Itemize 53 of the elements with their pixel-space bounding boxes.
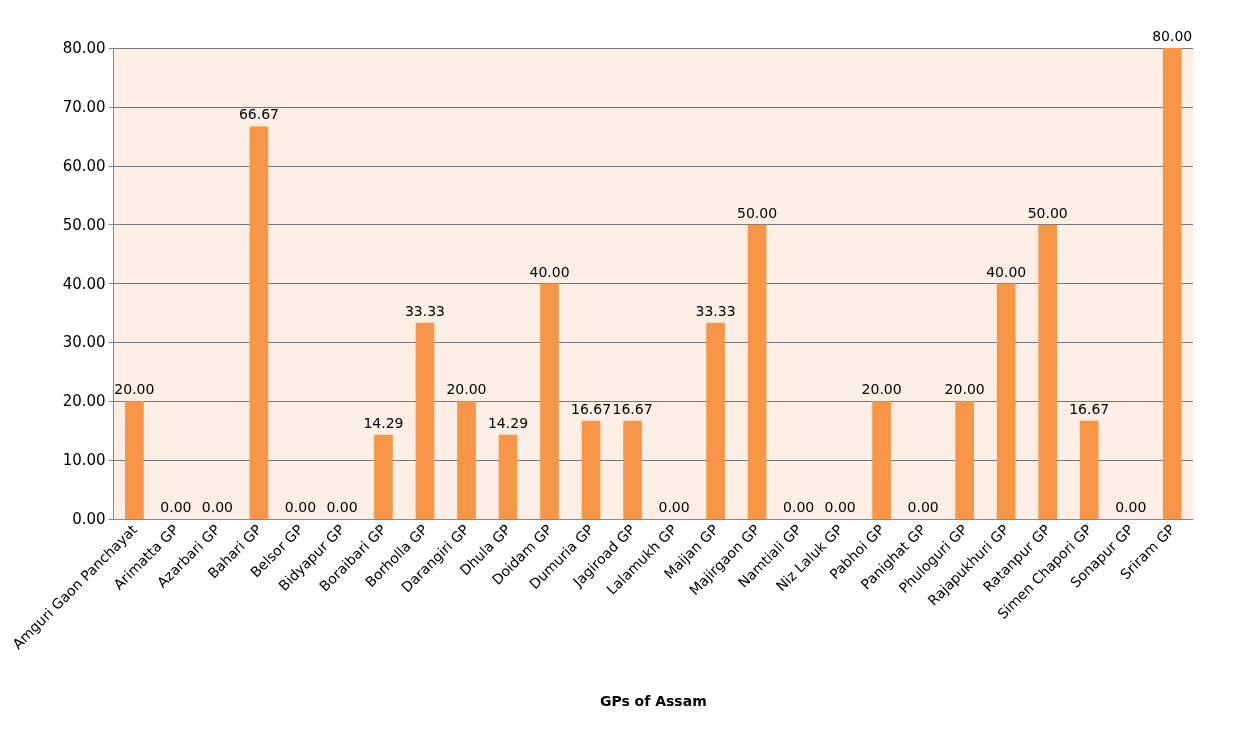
- bar: [374, 434, 393, 519]
- data-label: 40.00: [529, 263, 570, 280]
- data-label: 0.00: [201, 499, 233, 515]
- data-label: 20.00: [861, 381, 902, 398]
- data-label: 0.00: [284, 499, 317, 515]
- y-tick-label: 40.00: [62, 274, 106, 293]
- bar: [125, 401, 144, 519]
- bar: [249, 126, 269, 519]
- data-label: 14.29: [487, 414, 529, 431]
- data-label: 33.33: [695, 302, 736, 319]
- bar: [747, 224, 767, 519]
- data-label: 66.67: [238, 106, 279, 123]
- y-tick-label: 0.00: [72, 510, 106, 528]
- y-tick-label: 80.00: [62, 39, 106, 57]
- data-label: 40.00: [986, 263, 1027, 280]
- y-tick-label: 20.00: [62, 392, 106, 411]
- bar: [996, 283, 1016, 519]
- data-label: 20.00: [114, 381, 155, 398]
- data-label: 0.00: [658, 499, 690, 515]
- data-label: 16.67: [1069, 400, 1110, 417]
- y-tick-label: 30.00: [62, 333, 106, 352]
- bar: [1162, 48, 1182, 519]
- data-label: 20.00: [446, 381, 487, 398]
- bar: [1079, 420, 1099, 519]
- bar: [955, 401, 975, 519]
- bar: [415, 322, 435, 519]
- y-tick-label: 60.00: [62, 156, 106, 175]
- data-label: 0.00: [326, 499, 358, 515]
- bar: [540, 283, 559, 519]
- data-label: 14.29: [363, 414, 404, 431]
- bar: [706, 322, 725, 519]
- data-label: 16.67: [570, 400, 612, 417]
- y-tick-label: 70.00: [62, 97, 106, 116]
- bar: [457, 401, 476, 519]
- data-label: 80.00: [1152, 28, 1193, 44]
- data-label: 50.00: [737, 204, 778, 221]
- data-label: 0.00: [160, 499, 192, 515]
- bar: [581, 420, 601, 519]
- y-tick-label: 50.00: [62, 215, 106, 234]
- bar: [498, 434, 518, 519]
- data-label: 0.00: [907, 499, 939, 515]
- data-label: 20.00: [944, 381, 985, 398]
- bar: [1038, 224, 1058, 519]
- data-label: 0.00: [1115, 499, 1147, 515]
- data-label: 0.00: [783, 499, 815, 515]
- data-label: 33.33: [404, 302, 446, 319]
- data-label: 16.67: [612, 400, 653, 417]
- bar: [872, 401, 891, 519]
- x-axis-title: GPs of Assam: [599, 693, 707, 709]
- bar: [623, 420, 642, 519]
- data-label: 50.00: [1027, 204, 1068, 221]
- data-label: 0.00: [824, 499, 856, 515]
- y-tick-label: 10.00: [62, 451, 106, 470]
